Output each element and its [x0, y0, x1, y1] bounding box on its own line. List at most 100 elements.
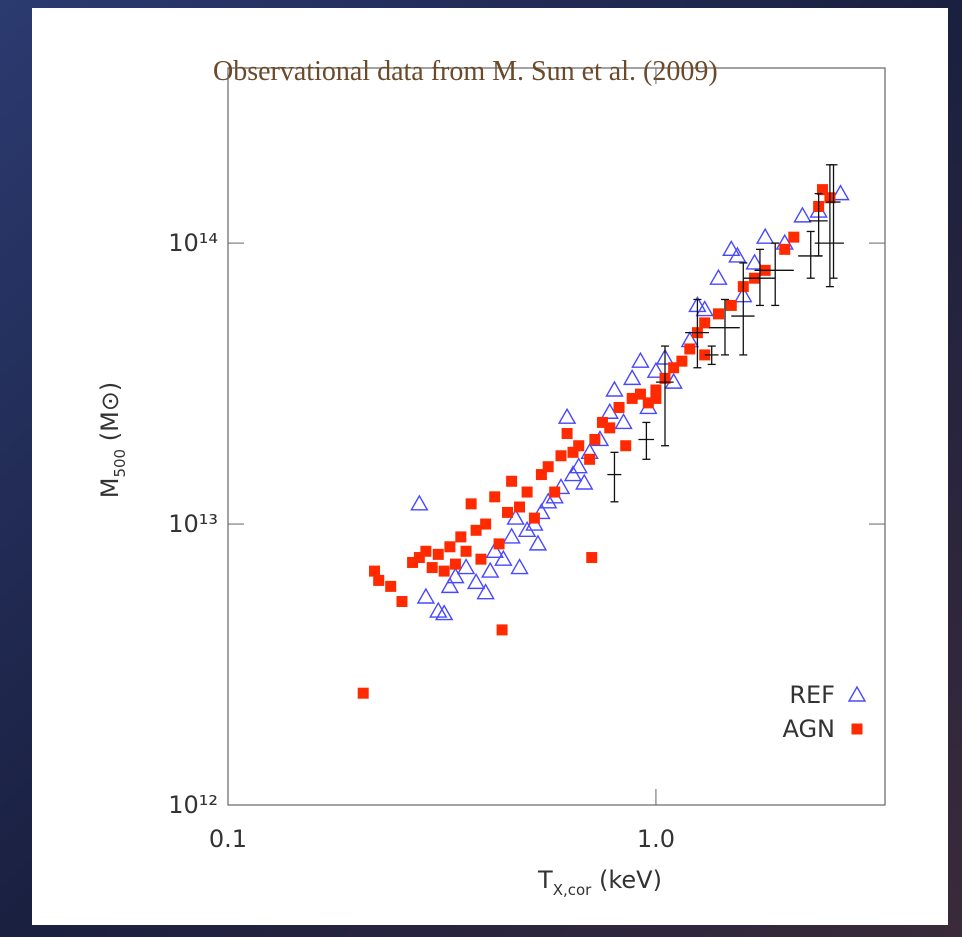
point: [432, 548, 444, 560]
point: [650, 384, 662, 396]
point: [728, 246, 747, 263]
point: [510, 558, 529, 575]
y-tick-label: 10¹²: [168, 791, 218, 819]
point: [755, 227, 775, 244]
point: [646, 361, 666, 378]
point: [465, 498, 477, 510]
legend-marker: [851, 723, 863, 735]
point: [521, 486, 533, 498]
point: [695, 300, 714, 317]
legend-label: AGN: [782, 715, 835, 743]
point: [420, 545, 432, 557]
x-tick-label: 0.1: [209, 825, 247, 853]
point: [725, 299, 737, 311]
point: [712, 308, 724, 320]
point: [470, 524, 482, 536]
point: [528, 512, 540, 524]
point: [502, 506, 514, 518]
point: [613, 401, 625, 413]
point: [551, 478, 571, 495]
point: [506, 475, 518, 487]
x-axis-label: TX,cor (keV): [537, 866, 662, 899]
point: [538, 492, 558, 509]
point: [460, 545, 472, 557]
point: [496, 624, 508, 636]
point: [416, 587, 436, 604]
point: [563, 465, 583, 482]
point: [480, 518, 492, 530]
point: [426, 562, 438, 574]
point: [620, 440, 632, 452]
point: [596, 416, 608, 428]
point: [604, 422, 616, 434]
legend-marker: [847, 685, 867, 702]
y-tick-label: 10¹⁴: [168, 229, 218, 257]
point: [481, 561, 500, 578]
plot-frame: [227, 67, 886, 806]
point: [788, 231, 800, 243]
point: [514, 501, 526, 513]
x-tick-label: 1.0: [637, 825, 675, 853]
point: [475, 553, 487, 565]
point: [626, 392, 638, 404]
point: [569, 457, 588, 474]
point: [357, 687, 369, 699]
point: [385, 580, 397, 592]
point: [444, 541, 456, 553]
point: [456, 558, 476, 575]
point: [605, 380, 624, 397]
point: [438, 565, 450, 577]
legend-label: REF: [789, 681, 835, 709]
point: [650, 392, 662, 404]
point: [396, 596, 408, 608]
point: [407, 556, 419, 568]
point: [684, 343, 696, 355]
point: [535, 469, 547, 481]
point: [466, 572, 486, 590]
point: [410, 494, 429, 511]
point: [542, 461, 554, 473]
point: [489, 491, 501, 503]
point: [561, 428, 573, 440]
point: [631, 351, 650, 368]
annotation: Observational data from M. Sun et al. (2…: [213, 56, 718, 87]
point: [449, 558, 461, 570]
point: [584, 453, 596, 465]
point: [573, 440, 585, 452]
point: [567, 446, 579, 458]
point: [779, 243, 791, 255]
point: [722, 239, 741, 257]
point: [555, 450, 567, 462]
point: [745, 253, 764, 270]
point: [455, 531, 467, 543]
point: [373, 574, 385, 586]
point: [440, 576, 460, 594]
point: [532, 503, 551, 520]
panel: [32, 8, 948, 925]
point: [816, 184, 828, 196]
y-tick-label: 10¹³: [168, 510, 218, 538]
point: [589, 433, 601, 445]
point: [575, 473, 594, 490]
point: [622, 368, 642, 386]
point: [494, 549, 513, 566]
point: [485, 541, 504, 558]
point: [413, 552, 425, 564]
point: [528, 534, 548, 551]
point: [502, 527, 521, 544]
point: [557, 407, 577, 424]
point: [446, 567, 465, 584]
point: [793, 206, 812, 223]
point: [642, 397, 654, 409]
point: [517, 520, 537, 538]
point: [476, 583, 495, 600]
point: [634, 388, 646, 400]
point: [676, 355, 688, 367]
point: [668, 362, 680, 374]
point: [699, 317, 711, 329]
y-axis-label: M500 (M⊙): [96, 382, 129, 499]
point: [831, 184, 850, 201]
point: [709, 268, 728, 285]
